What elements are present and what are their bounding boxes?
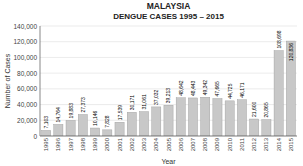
x-tick-label: 1997 [68, 137, 74, 151]
x-tick-label: 2008 [202, 137, 208, 151]
data-label: 37,032 [153, 89, 159, 105]
data-label: 27,373 [80, 97, 86, 113]
data-label: 7,828 [104, 115, 110, 128]
grid-line [40, 104, 297, 105]
y-tick-label: 60,000 [17, 85, 37, 92]
x-tick-label: 2015 [288, 137, 294, 151]
y-axis-label: Number of Cases [4, 53, 11, 108]
x-tick-label: 2009 [214, 137, 220, 151]
data-label: 120,836 [288, 43, 294, 61]
bar [54, 124, 63, 136]
x-tick-label: 2013 [263, 137, 269, 151]
data-label: 47,665 [214, 81, 220, 97]
data-label: 20,865 [263, 102, 269, 118]
data-label: 48,642 [178, 80, 184, 96]
bar [115, 122, 124, 136]
bar [66, 120, 75, 136]
bar [262, 120, 271, 136]
data-label: 108,698 [276, 30, 282, 48]
x-tick-label: 1998 [80, 137, 86, 151]
x-tick-label: 2003 [141, 137, 147, 151]
x-tick-label: 2005 [166, 137, 172, 151]
bar [139, 112, 148, 136]
subtitle: DENGUE CASES 1995 – 2015 [113, 12, 224, 21]
bar [42, 130, 51, 136]
x-tick-label: 2002 [129, 137, 135, 151]
bar [103, 130, 112, 136]
bar [201, 97, 210, 136]
y-tick-label: 140,000 [14, 23, 38, 30]
y-tick-label: 100,000 [14, 54, 38, 61]
x-tick-label: 2014 [276, 137, 282, 151]
y-tick-label: 0 [33, 133, 37, 140]
x-axis-label: Year [161, 158, 176, 165]
grid-line [40, 41, 297, 42]
data-label: 49,342 [202, 80, 208, 96]
grid-line [40, 57, 297, 58]
bar [286, 41, 295, 136]
x-tick-label: 2006 [178, 137, 184, 151]
data-label: 31,061 [141, 94, 147, 110]
x-tick-label: 2000 [104, 137, 110, 151]
y-tick-label: 40,000 [17, 101, 37, 108]
y-tick-label: 120,000 [14, 38, 38, 45]
bar [176, 98, 185, 136]
data-label: 48,443 [190, 80, 196, 96]
x-tick-label: 2007 [190, 137, 196, 151]
grid-line [40, 26, 297, 27]
data-label: 21,600 [251, 102, 257, 118]
data-label: 46,171 [239, 82, 245, 98]
y-axis-line [40, 26, 41, 136]
bars [42, 41, 296, 136]
y-tick-label: 20,000 [17, 117, 37, 124]
x-tick-label: 2011 [239, 137, 245, 151]
grid-line [40, 136, 297, 137]
data-label: 17,539 [117, 105, 123, 121]
y-tick-label: 80,000 [17, 70, 37, 77]
x-tick-label: 2004 [153, 137, 159, 151]
bar [274, 51, 283, 136]
title: MALAYSIA [147, 1, 191, 11]
data-label: 19,883 [68, 103, 74, 119]
bar [250, 119, 259, 136]
x-tick-label: 1996 [55, 137, 61, 151]
bar [225, 101, 234, 136]
bar [90, 128, 99, 136]
bar [164, 105, 173, 136]
bar [188, 98, 197, 136]
bar [213, 99, 222, 136]
data-label: 10,146 [92, 111, 98, 127]
data-label: 30,171 [129, 95, 135, 111]
data-label: 39,213 [166, 88, 172, 104]
data-label: 44,725 [227, 83, 233, 99]
grid-line [40, 73, 297, 74]
bar [127, 112, 136, 136]
data-label: 14,764 [55, 107, 61, 123]
bar [78, 114, 87, 136]
data-label: 7,103 [43, 116, 49, 129]
x-tick-label: 1999 [92, 137, 98, 151]
x-tick-label: 2012 [251, 137, 257, 151]
x-tick-label: 2010 [227, 137, 233, 151]
bar [237, 100, 246, 136]
bar [152, 107, 161, 136]
x-axis-line [40, 136, 297, 137]
x-tick-label: 2001 [117, 137, 123, 151]
x-tick-label: 1995 [43, 137, 49, 151]
